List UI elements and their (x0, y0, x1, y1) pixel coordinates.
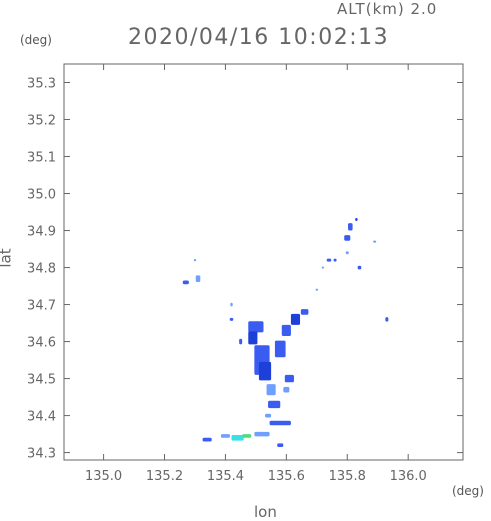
axis-ticks: 135.0 135.2 135.4 135.6 135.8 136.0 34.3 34.4 34… (27, 64, 463, 484)
x-tick-label: 135.6 (268, 469, 305, 484)
echo-cell (274, 340, 286, 358)
echo-cell (242, 434, 252, 438)
y-tick-label: 34.5 (27, 373, 56, 388)
echo-cell (230, 302, 233, 307)
x-tick-label: 136.0 (390, 469, 427, 484)
y-tick-label: 35.0 (27, 188, 56, 203)
echo-cell (248, 321, 264, 333)
echo-cell (326, 258, 332, 262)
y-tick-label: 35.2 (27, 114, 56, 129)
echo-cell (239, 338, 243, 345)
y-tick-label: 34.4 (27, 410, 56, 425)
y-tick-label: 34.7 (27, 299, 56, 314)
echo-cell (290, 313, 301, 325)
y-tick-label: 34.9 (27, 225, 56, 240)
echo-cell (333, 258, 337, 262)
echo-cell (281, 324, 291, 337)
datetime-title: 2020/04/16 10:02:13 (128, 25, 390, 50)
echo-cell (321, 266, 325, 269)
echo-cell (315, 288, 319, 291)
echo-cell (193, 259, 197, 262)
lat-unit-label: (deg) (20, 33, 52, 47)
y-tick-label: 34.3 (27, 447, 56, 462)
echo-cell (268, 400, 281, 409)
x-tick-label: 135.4 (207, 469, 244, 484)
echo-cell (277, 443, 284, 448)
y-tick-label: 34.8 (27, 262, 56, 277)
echo-cell (265, 413, 272, 418)
x-axis-label: lon (254, 503, 277, 521)
echo-cell (373, 240, 377, 243)
echo-cell (348, 223, 353, 231)
y-tick-label: 35.3 (27, 77, 56, 92)
echo-cell (357, 265, 362, 270)
echo-cell (345, 251, 349, 255)
echo-cell (229, 317, 234, 321)
echo-cell (266, 384, 276, 396)
echo-cell (195, 275, 201, 282)
echo-cell (258, 361, 272, 381)
plot-frame (63, 63, 464, 461)
y-tick-label: 34.6 (27, 336, 56, 351)
echo-cell (284, 374, 294, 383)
echo-cell (344, 235, 351, 241)
altitude-label: ALT(km) 2.0 (337, 0, 438, 18)
echo-cell (355, 217, 358, 221)
echo-cell (385, 317, 389, 322)
x-tick-label: 135.0 (85, 469, 122, 484)
echo-layer (182, 217, 389, 448)
echo-cell (269, 420, 291, 426)
x-tick-label: 135.8 (329, 469, 366, 484)
echo-cell (182, 280, 189, 285)
echo-cell (220, 434, 230, 438)
echo-cell (300, 309, 309, 315)
echo-cell (202, 437, 212, 442)
echo-cell (254, 431, 270, 437)
echo-cell (231, 435, 244, 441)
x-tick-label: 135.2 (146, 469, 183, 484)
echo-cell (248, 331, 258, 345)
echo-cell (283, 386, 290, 393)
lon-unit-label: (deg) (452, 484, 484, 498)
y-tick-label: 35.1 (27, 151, 56, 166)
